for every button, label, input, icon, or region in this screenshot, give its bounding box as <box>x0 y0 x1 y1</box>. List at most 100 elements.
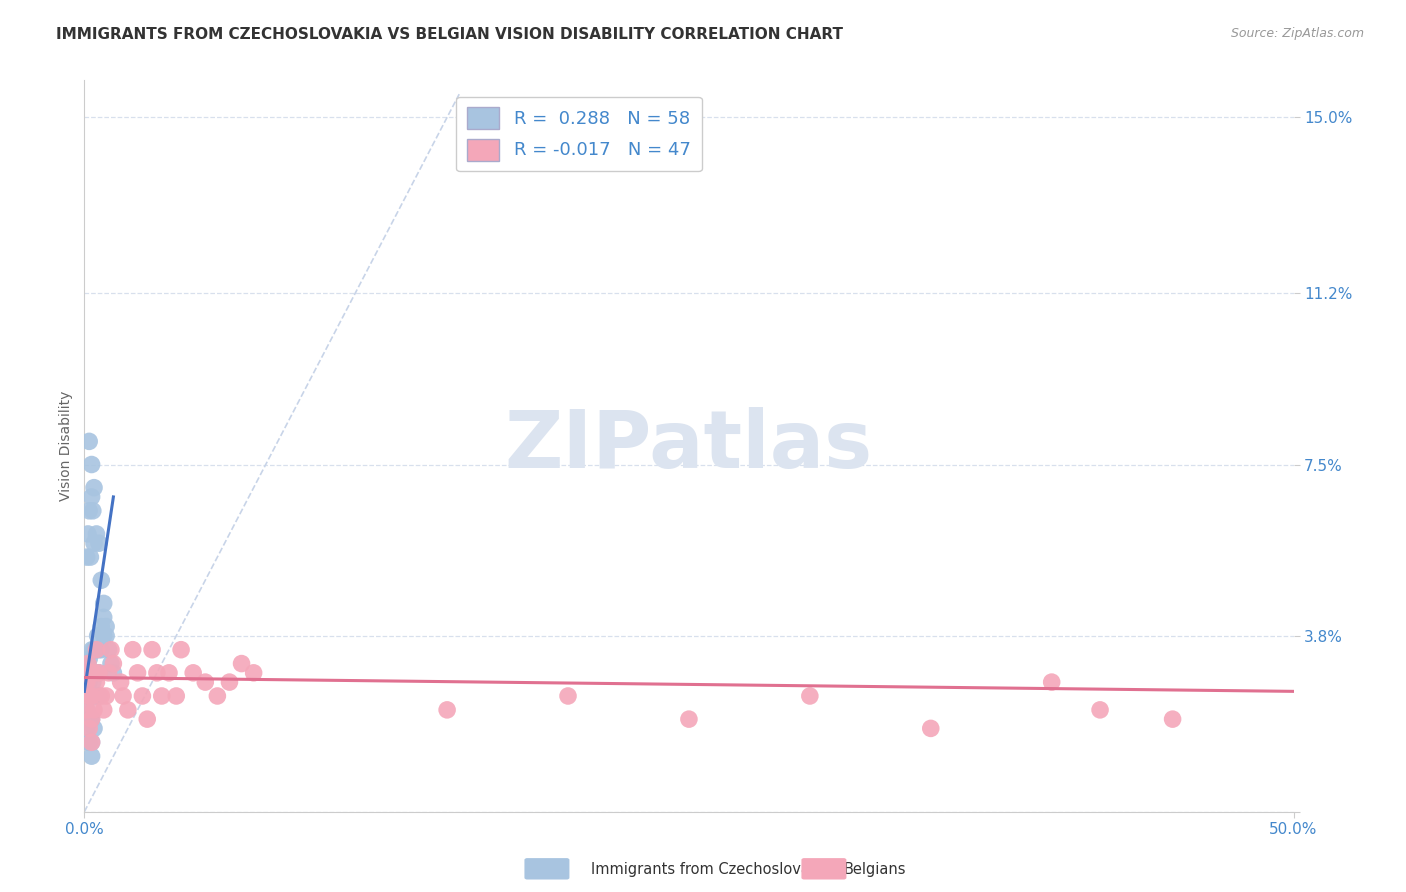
Point <box>242 665 264 680</box>
Point <box>76 703 98 717</box>
Text: Belgians: Belgians <box>844 863 905 877</box>
Point <box>170 642 193 657</box>
Point <box>75 684 97 698</box>
Point <box>79 689 101 703</box>
Point <box>87 642 110 657</box>
Point <box>557 689 579 703</box>
Point <box>87 536 110 550</box>
Point <box>83 722 105 736</box>
Text: ZIPatlas: ZIPatlas <box>505 407 873 485</box>
Point <box>157 665 180 680</box>
Point <box>93 596 115 610</box>
Y-axis label: Vision Disability: Vision Disability <box>59 391 73 501</box>
Point <box>97 642 120 657</box>
Point <box>80 712 103 726</box>
Point <box>94 629 117 643</box>
Point <box>80 665 103 680</box>
Point <box>77 735 100 749</box>
Point <box>218 675 240 690</box>
Point <box>121 642 143 657</box>
Point <box>77 689 100 703</box>
Point <box>77 665 100 680</box>
Point <box>93 610 115 624</box>
Point <box>77 675 100 690</box>
Point <box>86 642 108 657</box>
Point <box>87 665 110 680</box>
Point <box>231 657 253 671</box>
Point <box>77 689 100 703</box>
Point <box>83 665 105 680</box>
Point <box>77 722 100 736</box>
Point <box>678 712 700 726</box>
Point <box>103 665 125 680</box>
Point <box>117 703 139 717</box>
Point <box>90 642 112 657</box>
Point <box>77 527 100 541</box>
Point <box>77 689 100 703</box>
Point <box>165 689 187 703</box>
Point <box>77 434 100 449</box>
Point <box>141 642 163 657</box>
Point <box>80 735 103 749</box>
Point <box>86 675 108 690</box>
Legend: R =  0.288   N = 58, R = -0.017   N = 47: R = 0.288 N = 58, R = -0.017 N = 47 <box>456 96 702 171</box>
Point <box>83 689 105 703</box>
Point <box>76 722 98 736</box>
Point <box>103 657 125 671</box>
Point <box>76 675 98 690</box>
Point <box>93 629 115 643</box>
Point <box>76 550 98 565</box>
Point <box>86 629 108 643</box>
Point <box>90 619 112 633</box>
Point <box>80 458 103 472</box>
Text: Immigrants from Czechoslovakia: Immigrants from Czechoslovakia <box>591 863 831 877</box>
Point <box>87 689 110 703</box>
Point <box>76 665 98 680</box>
Point <box>86 689 108 703</box>
Point <box>799 689 821 703</box>
Point <box>194 675 217 690</box>
Point <box>1088 703 1111 717</box>
Point <box>112 689 135 703</box>
Point <box>90 689 112 703</box>
Point <box>80 689 103 703</box>
Point <box>79 665 101 680</box>
Point <box>83 536 105 550</box>
Point <box>97 665 120 680</box>
Point <box>80 490 103 504</box>
Point <box>77 504 100 518</box>
Point <box>82 675 104 690</box>
Point <box>146 665 169 680</box>
Point <box>110 675 132 690</box>
Point <box>83 665 105 680</box>
Point <box>87 665 110 680</box>
Point <box>920 722 942 736</box>
Text: Source: ZipAtlas.com: Source: ZipAtlas.com <box>1230 27 1364 40</box>
Point <box>436 703 458 717</box>
Point <box>207 689 229 703</box>
Point <box>150 689 173 703</box>
Point <box>76 675 98 690</box>
Point <box>100 657 122 671</box>
Point <box>1161 712 1184 726</box>
Point <box>86 527 108 541</box>
Point <box>79 712 101 726</box>
Point <box>77 652 100 666</box>
Point <box>131 689 153 703</box>
Point <box>90 574 112 588</box>
Point <box>80 735 103 749</box>
Point <box>82 642 104 657</box>
Text: IMMIGRANTS FROM CZECHOSLOVAKIA VS BELGIAN VISION DISABILITY CORRELATION CHART: IMMIGRANTS FROM CZECHOSLOVAKIA VS BELGIA… <box>56 27 844 42</box>
Point <box>80 689 103 703</box>
Point <box>86 642 108 657</box>
Point <box>1040 675 1063 690</box>
Point <box>86 665 108 680</box>
Point <box>77 735 100 749</box>
Point <box>77 712 100 726</box>
Point <box>80 749 103 764</box>
Point <box>77 657 100 671</box>
Point <box>83 481 105 495</box>
Point <box>181 665 204 680</box>
Point <box>77 712 100 726</box>
Point <box>100 642 122 657</box>
